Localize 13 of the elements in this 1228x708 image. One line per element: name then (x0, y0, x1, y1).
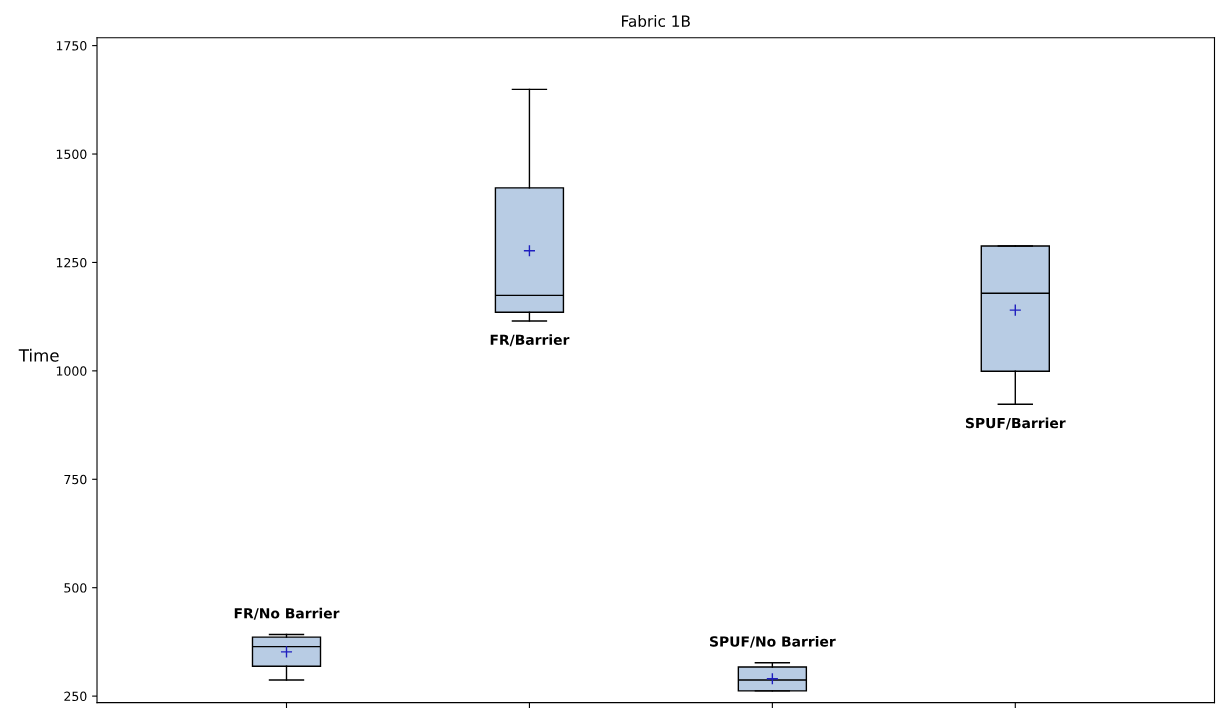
x-tick-label: SPUF/No Barrier (710, 635, 836, 648)
y-tick-label: 500 (64, 583, 87, 593)
y-tick-label: 750 (64, 474, 87, 485)
y-tick-label: 1250 (56, 257, 87, 268)
x-tick-label: FR/Barrier (490, 334, 570, 347)
x-tick-label: FR/No Barrier (234, 607, 340, 620)
x-tick-label: SPUF/Barrier (965, 417, 1066, 430)
y-tick-label: 1000 (56, 366, 87, 376)
y-tick-label: 1750 (56, 41, 87, 51)
chart-title: Fabric 1B (622, 15, 690, 27)
y-tick-label: 1500 (56, 149, 87, 159)
y-axis-title: Time (18, 348, 59, 362)
y-tick-label: 250 (64, 691, 87, 702)
